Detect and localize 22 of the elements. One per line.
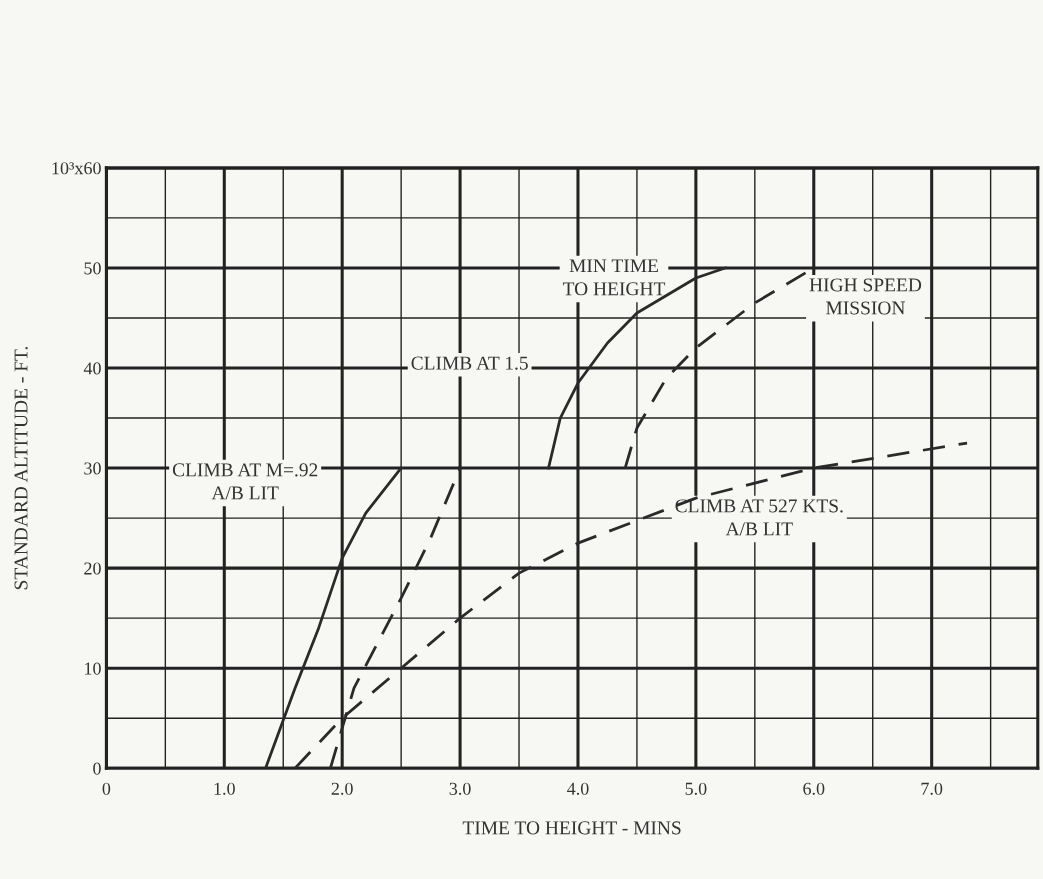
x-tick-label: 4.0	[567, 782, 589, 795]
y-tick-label: 10	[85, 662, 101, 675]
annotation: HIGH SPEED MISSION	[809, 278, 922, 315]
x-tick-label: 1.0	[214, 782, 235, 795]
annotation: CLIMB AT 527 KTS. A/B LIT	[675, 499, 843, 536]
y-tick-label: 20	[84, 562, 101, 575]
annotation: CLIMB AT 1.5	[411, 356, 528, 370]
y-tick-label: 10³x60	[52, 162, 101, 175]
y-tick-label: 30	[84, 462, 101, 475]
x-axis-title: TIME TO HEIGHT - MINS	[462, 821, 681, 835]
x-tick-label: 6.0	[803, 782, 825, 795]
y-tick-label: 0	[93, 762, 101, 775]
x-tick-label: 3.0	[449, 782, 471, 795]
x-tick-label: 2.0	[331, 782, 353, 795]
x-tick-label: 7.0	[921, 782, 943, 795]
annotation: CLIMB AT M=.92 A/B LIT	[172, 463, 318, 500]
x-tick-label: 0	[102, 782, 111, 795]
x-tick-label: 5.0	[685, 782, 707, 795]
y-tick-label: 50	[84, 262, 101, 275]
y-tick-label: 40	[83, 362, 101, 375]
y-axis-title: STANDARD ALTITUDE - FT.	[14, 346, 28, 590]
annotation: MIN TIME TO HEIGHT	[562, 259, 666, 296]
